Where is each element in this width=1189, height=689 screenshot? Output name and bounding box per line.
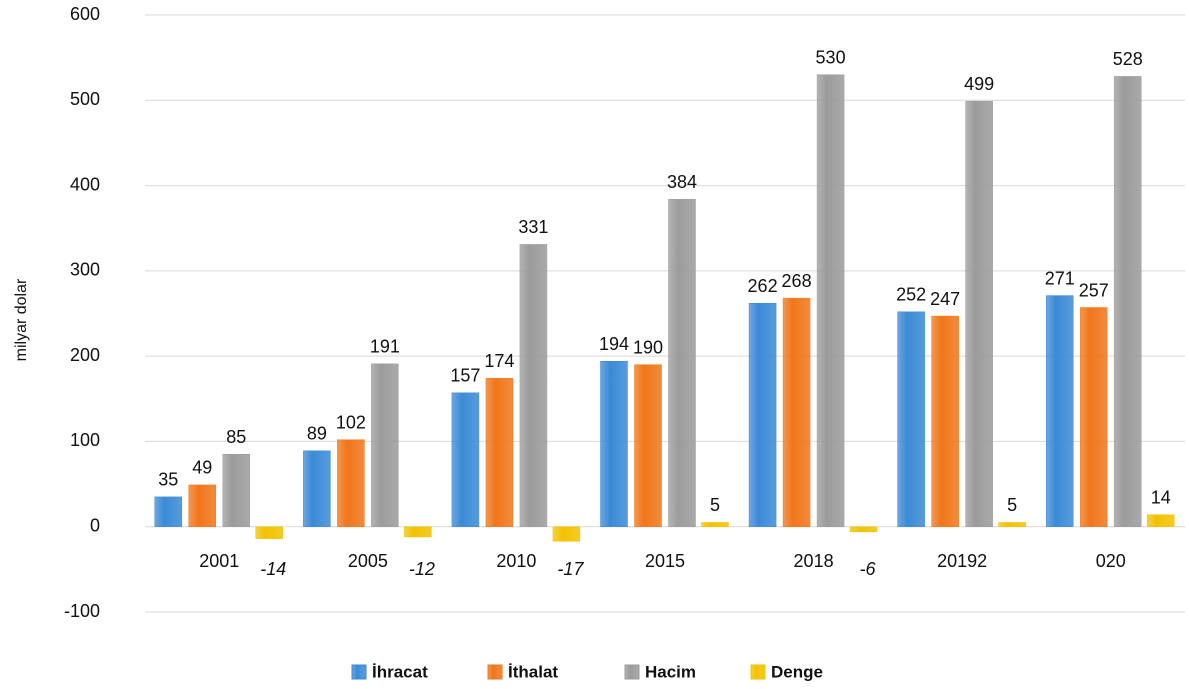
bar [337, 439, 365, 527]
legend-label: Hacim [645, 662, 696, 681]
value-label: 499 [964, 74, 994, 94]
value-label: -14 [260, 559, 286, 579]
value-label: 35 [158, 470, 178, 490]
value-label: -17 [557, 559, 584, 579]
value-label: 331 [518, 217, 548, 237]
x-tick-label: 2015 [645, 551, 685, 571]
bar [634, 364, 662, 527]
bar [1146, 514, 1175, 527]
bar [1113, 76, 1142, 527]
value-label: 89 [307, 424, 327, 444]
value-label: 157 [450, 366, 480, 386]
bar [897, 311, 925, 527]
value-label: -6 [860, 559, 877, 579]
bar [931, 315, 959, 527]
x-tick-label: 020 [1096, 551, 1126, 571]
bar [1045, 295, 1074, 527]
legend-swatch [487, 664, 503, 680]
value-label: -12 [409, 559, 435, 579]
bar [782, 297, 811, 527]
legend-swatch [624, 664, 640, 680]
bar [1079, 307, 1108, 527]
value-label: 262 [748, 276, 778, 296]
bar [303, 450, 331, 527]
bar [998, 522, 1026, 527]
value-label: 85 [226, 427, 246, 447]
y-tick-label: 400 [70, 174, 100, 194]
x-tick-label: 20192 [937, 551, 987, 571]
y-tick-label: -100 [64, 601, 100, 621]
bar [404, 526, 432, 538]
value-label: 191 [370, 337, 400, 357]
value-label: 5 [710, 495, 720, 515]
bar [371, 363, 399, 527]
bar [222, 453, 251, 527]
bar [816, 74, 845, 527]
x-tick-label: 2001 [199, 551, 239, 571]
bar [519, 244, 548, 527]
bar [485, 378, 514, 527]
legend-swatch [750, 664, 766, 680]
bar [188, 484, 217, 527]
bar [849, 526, 878, 533]
y-tick-label: 100 [70, 430, 100, 450]
bar [552, 526, 581, 542]
x-tick-label: 2010 [496, 551, 536, 571]
x-tick-label: 2018 [794, 551, 834, 571]
y-tick-label: 600 [70, 4, 100, 24]
bar [154, 496, 183, 527]
legend-label: İthalat [508, 662, 558, 681]
value-label: 49 [192, 458, 212, 478]
value-label: 252 [896, 285, 926, 305]
value-label: 247 [930, 289, 960, 309]
bar [451, 392, 480, 527]
y-tick-label: 500 [70, 89, 100, 109]
bar [255, 526, 284, 539]
value-label: 530 [816, 47, 846, 67]
y-axis-label: milyar dolar [13, 278, 30, 361]
bar [701, 522, 729, 527]
y-tick-label: 300 [70, 260, 100, 280]
x-tick-label: 2005 [348, 551, 388, 571]
value-label: 194 [599, 334, 629, 354]
legend-swatch [351, 664, 367, 680]
value-label: 174 [484, 351, 514, 371]
value-label: 5 [1007, 495, 1017, 515]
bar [965, 100, 993, 527]
legend-label: Denge [771, 662, 823, 681]
y-tick-label: 200 [70, 345, 100, 365]
value-label: 384 [667, 172, 697, 192]
bar [668, 198, 696, 527]
value-label: 271 [1045, 268, 1075, 288]
legend-label: İhracat [372, 662, 428, 681]
y-tick-label: 0 [90, 515, 100, 535]
value-label: 528 [1113, 49, 1143, 69]
bar [748, 303, 777, 527]
value-label: 14 [1151, 488, 1171, 508]
value-label: 257 [1079, 280, 1109, 300]
value-label: 102 [336, 412, 366, 432]
value-label: 268 [782, 271, 812, 291]
bar [600, 361, 628, 527]
value-label: 190 [633, 337, 663, 357]
